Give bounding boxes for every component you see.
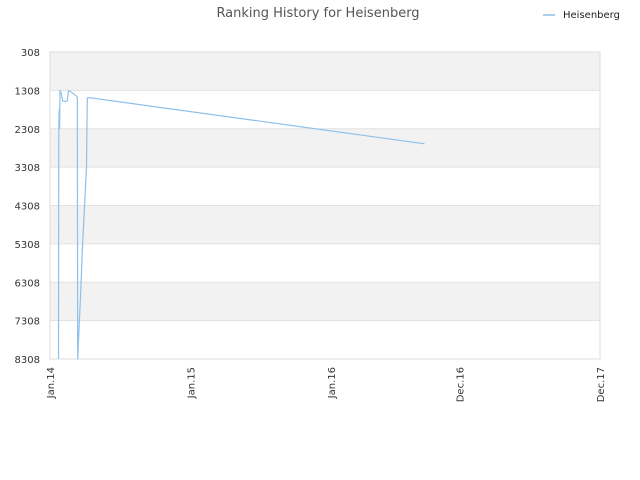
plot-band [50,243,600,283]
plot-band [50,282,600,321]
legend-label-heisenberg: Heisenberg [563,10,620,21]
y-tick-label: 7308 [15,317,40,328]
x-tick-label: Jan.16 [327,367,338,399]
series-layer [57,89,425,360]
chart-title: Ranking History for Heisenberg [216,6,419,21]
x-axis-ticks: Jan.14 Jan.15 Jan.16 Dec.16 Dec.17 [46,367,607,402]
plot-band [50,52,600,91]
y-axis-ticks: 308 1308 2308 3308 4308 5308 6308 7308 8308 [15,48,40,366]
y-tick-label: 308 [21,48,40,59]
y-tick-label: 1308 [15,86,40,97]
y-tick-label: 3308 [15,163,40,174]
plot-band [50,205,600,244]
plot-background-bands [50,52,600,359]
y-tick-label: 4308 [15,202,40,213]
x-tick-label: Jan.15 [186,367,197,399]
y-tick-label: 6308 [15,278,40,289]
plot-band [50,90,600,129]
y-tick-label: 5308 [15,240,40,251]
plot-band [50,167,600,206]
y-tick-label: 8308 [15,355,40,366]
x-tick-label: Jan.14 [46,367,57,399]
y-tick-label: 2308 [15,125,40,136]
plot-band [50,128,600,168]
x-tick-label: Dec.17 [596,367,607,402]
legend[interactable]: Heisenberg [543,10,620,21]
plot-area-border [49,51,601,360]
series-line-heisenberg [57,89,425,360]
plot-band [50,320,600,359]
x-tick-label: Dec.16 [456,367,467,402]
